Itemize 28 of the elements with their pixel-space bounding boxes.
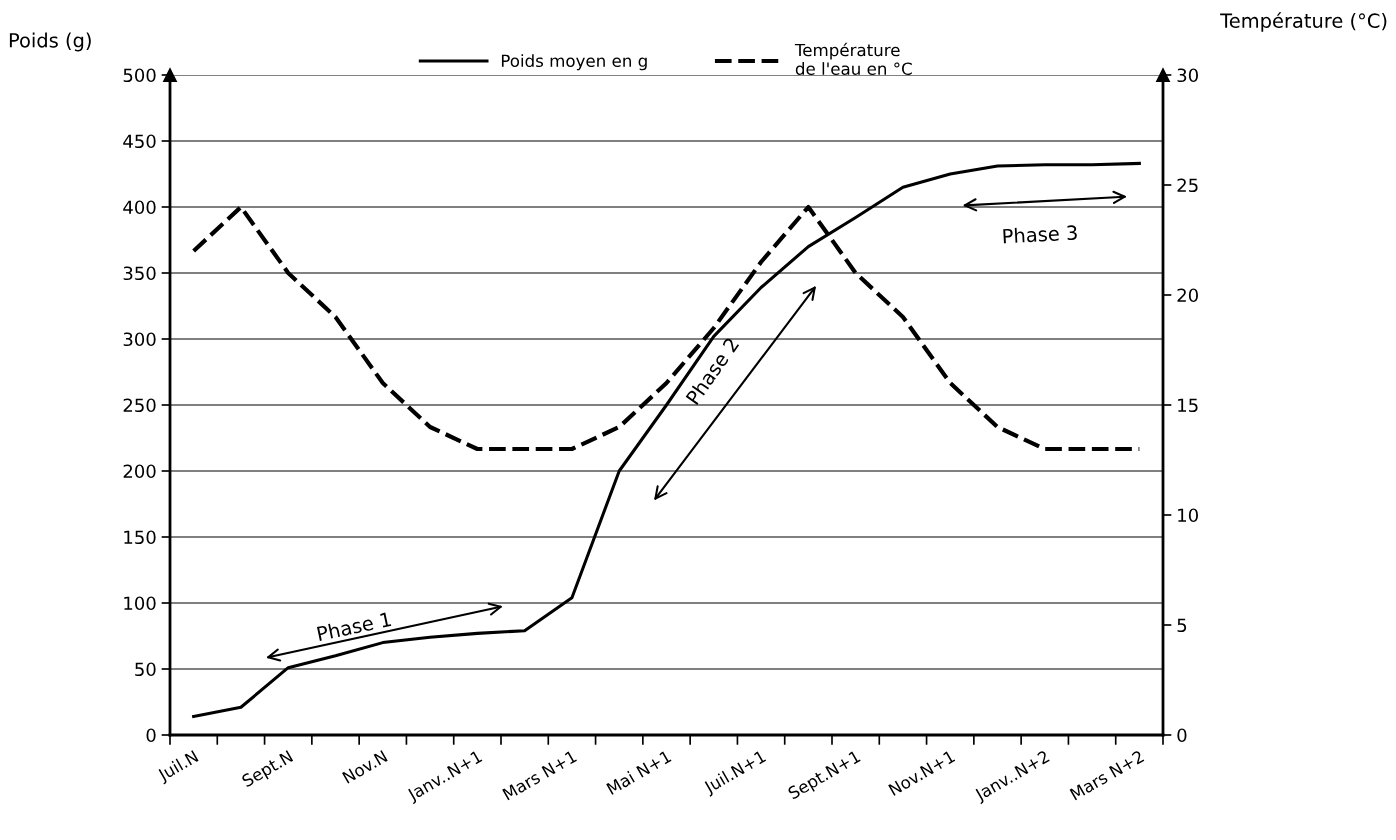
annotation: Phase 1: [316, 611, 392, 642]
x-tick-label: Mars N+2: [1069, 749, 1145, 801]
annotation: Phase 3: [1003, 224, 1078, 244]
legend-label: Température de l'eau en °C: [794, 42, 912, 75]
y2-tick-label: 10: [1178, 508, 1198, 523]
y2-tick-label: 15: [1178, 398, 1198, 413]
y-tick-label: 300: [123, 332, 156, 347]
y-tick-label: 200: [123, 464, 156, 479]
y-tick-label: 500: [123, 68, 156, 83]
y-tick-label: 250: [123, 398, 156, 413]
y-tick-label: 100: [124, 596, 156, 611]
y-axis-title: Poids (g): [9, 32, 91, 52]
x-tick-label: Mai N+1: [605, 749, 672, 796]
y2-tick-label: 5: [1177, 618, 1187, 633]
y2-axis-title: Température (°C): [1220, 12, 1387, 32]
y-tick-label: 0: [146, 728, 156, 743]
line-series: [192, 161, 1141, 719]
y-tick-label: 450: [123, 134, 156, 149]
legend-label: Poids moyen en g: [501, 54, 647, 71]
y-tick-label: 50: [135, 662, 156, 677]
y-tick-label: 150: [124, 530, 156, 545]
y2-tick-label: 20: [1177, 288, 1198, 303]
y2-tick-label: 30: [1177, 68, 1198, 83]
y-tick-label: 400: [123, 200, 156, 215]
y-tick-label: 350: [123, 266, 156, 281]
x-tick-label: Mars N+1: [502, 750, 578, 801]
y2-tick-label: 25: [1177, 178, 1198, 193]
y2-tick-label: 0: [1177, 728, 1187, 743]
